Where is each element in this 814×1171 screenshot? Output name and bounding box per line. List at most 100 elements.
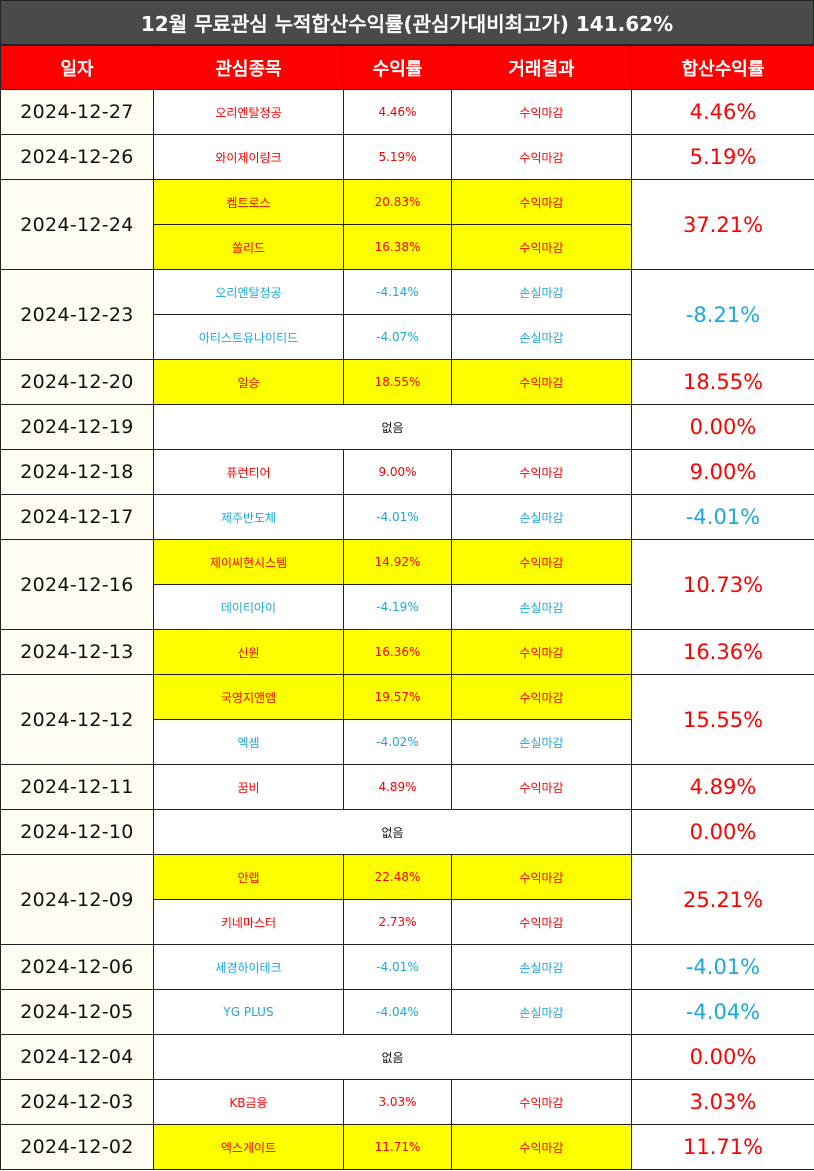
rate-cell: -4.19%: [343, 584, 452, 630]
result-cell: 손실마감: [451, 494, 632, 540]
stock-name-cell: 국영지앤엠: [153, 674, 344, 720]
stock-name-cell: YG PLUS: [153, 989, 344, 1035]
date-cell: 2024-12-23: [0, 269, 154, 360]
result-cell: 손실마감: [451, 269, 632, 315]
header-total: 합산수익률: [631, 45, 814, 90]
date-cell: 2024-12-03: [0, 1079, 154, 1125]
total-return-cell: 0.00%: [631, 404, 814, 450]
rate-cell: 18.55%: [343, 359, 452, 405]
result-cell: 수익마감: [451, 359, 632, 405]
table-row: 2024-12-11 꿈비 4.89% 수익마감 4.89%: [0, 764, 814, 810]
result-cell: 수익마감: [451, 899, 632, 945]
total-return-cell: -4.01%: [631, 494, 814, 540]
table-row: 2024-12-18 퓨런티어 9.00% 수익마감 9.00%: [0, 449, 814, 495]
table-row: 2024-12-26 와이제이링크 5.19% 수익마감 5.19%: [0, 134, 814, 180]
header-result: 거래결과: [451, 45, 632, 90]
table-row: 2024-12-05 YG PLUS -4.04% 손실마감 -4.04%: [0, 989, 814, 1035]
header-date: 일자: [0, 45, 154, 90]
total-return-cell: -4.04%: [631, 989, 814, 1035]
total-return-cell: 4.89%: [631, 764, 814, 810]
rate-cell: 20.83%: [343, 179, 452, 225]
result-cell: 손실마감: [451, 944, 632, 990]
rate-cell: 5.19%: [343, 134, 452, 180]
no-stock-cell: 없음: [153, 404, 632, 450]
table-row: 2024-12-19 없음 0.00%: [0, 404, 814, 450]
table-row: 2024-12-17 제주반도체 -4.01% 손실마감 -4.01%: [0, 494, 814, 540]
stock-name-cell: 아티스트유나이티드: [153, 314, 344, 360]
rate-cell: 2.73%: [343, 899, 452, 945]
stock-name-cell: 세경하이테크: [153, 944, 344, 990]
result-cell: 손실마감: [451, 314, 632, 360]
rate-cell: 9.00%: [343, 449, 452, 495]
table-row: 2024-12-12 국영지앤엠 19.57% 수익마감 15.55%: [0, 674, 814, 765]
stock-name-cell: 안랩: [153, 854, 344, 900]
result-cell: 수익마감: [451, 1124, 632, 1170]
stock-name-cell: 쏠리드: [153, 224, 344, 270]
rate-cell: -4.02%: [343, 719, 452, 765]
total-return-cell: 11.71%: [631, 1124, 814, 1170]
result-cell: 수익마감: [451, 674, 632, 720]
result-cell: 손실마감: [451, 719, 632, 765]
rate-cell: -4.07%: [343, 314, 452, 360]
date-cell: 2024-12-16: [0, 539, 154, 630]
stock-name-cell: 제이씨현시스템: [153, 539, 344, 585]
stock-name-cell: 꿈비: [153, 764, 344, 810]
total-return-cell: 25.21%: [631, 854, 814, 945]
table-row: 2024-12-13 신원 16.36% 수익마감 16.36%: [0, 629, 814, 675]
table-row: 아티스트유나이티드 -4.07% 손실마감: [1, 314, 814, 360]
date-cell: 2024-12-06: [0, 944, 154, 990]
table-row: 2024-12-09 안랩 22.48% 수익마감 25.21%: [0, 854, 814, 945]
total-return-cell: 9.00%: [631, 449, 814, 495]
date-cell: 2024-12-04: [0, 1034, 154, 1080]
total-return-cell: 5.19%: [631, 134, 814, 180]
result-cell: 수익마감: [451, 179, 632, 225]
date-cell: 2024-12-26: [0, 134, 154, 180]
rate-cell: 11.71%: [343, 1124, 452, 1170]
rate-cell: 16.38%: [343, 224, 452, 270]
date-cell: 2024-12-12: [0, 674, 154, 765]
stock-name-cell: 제주반도체: [153, 494, 344, 540]
rate-cell: 3.03%: [343, 1079, 452, 1125]
date-cell: 2024-12-10: [0, 809, 154, 855]
date-cell: 2024-12-20: [0, 359, 154, 405]
rate-cell: 16.36%: [343, 629, 452, 675]
result-cell: 수익마감: [451, 539, 632, 585]
result-cell: 수익마감: [451, 1079, 632, 1125]
table-row: 2024-12-03 KB금융 3.03% 수익마감 3.03%: [0, 1079, 814, 1125]
table-row: 엑셈 -4.02% 손실마감: [1, 719, 814, 765]
table-row: 2024-12-02 엑스게이트 11.71% 수익마감 11.71%: [0, 1124, 814, 1170]
date-cell: 2024-12-11: [0, 764, 154, 810]
table-row: 키네마스터 2.73% 수익마감: [1, 899, 814, 945]
date-cell: 2024-12-13: [0, 629, 154, 675]
date-cell: 2024-12-17: [0, 494, 154, 540]
total-return-cell: 15.55%: [631, 674, 814, 765]
stock-name-cell: 엑스게이트: [153, 1124, 344, 1170]
rate-cell: -4.01%: [343, 494, 452, 540]
stock-name-cell: 키네마스터: [153, 899, 344, 945]
stock-name-cell: 엑셈: [153, 719, 344, 765]
result-cell: 수익마감: [451, 89, 632, 135]
result-cell: 수익마감: [451, 224, 632, 270]
total-return-cell: -4.01%: [631, 944, 814, 990]
total-return-cell: 37.21%: [631, 179, 814, 270]
table-row: 2024-12-20 일승 18.55% 수익마감 18.55%: [0, 359, 814, 405]
stock-name-cell: 일승: [153, 359, 344, 405]
stock-name-cell: 와이제이링크: [153, 134, 344, 180]
rate-cell: 22.48%: [343, 854, 452, 900]
stock-name-cell: 오리엔탈정공: [153, 89, 344, 135]
table-row: 2024-12-10 없음 0.00%: [0, 809, 814, 855]
total-return-cell: 16.36%: [631, 629, 814, 675]
stock-name-cell: 데이티아이: [153, 584, 344, 630]
table-body: 2024-12-27 오리엔탈정공 4.46% 수익마감 4.46% 2024-12-26…: [0, 89, 814, 1170]
result-cell: 수익마감: [451, 854, 632, 900]
result-cell: 수익마감: [451, 629, 632, 675]
header-rate: 수익률: [343, 45, 452, 90]
total-return-cell: 4.46%: [631, 89, 814, 135]
no-stock-cell: 없음: [153, 1034, 632, 1080]
header-stock: 관심종목: [153, 45, 344, 90]
result-cell: 수익마감: [451, 449, 632, 495]
table-row: 2024-12-23 오리엔탈정공 -4.14% 손실마감 -8.21%: [0, 269, 814, 360]
total-return-cell: 0.00%: [631, 1034, 814, 1080]
table-row: 데이티아이 -4.19% 손실마감: [1, 584, 814, 630]
date-cell: 2024-12-09: [0, 854, 154, 945]
